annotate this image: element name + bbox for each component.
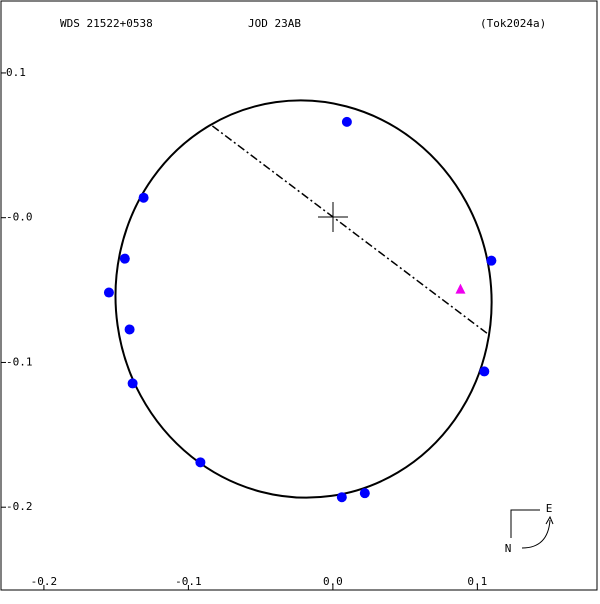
observation <box>479 366 490 377</box>
compass-axes <box>510 509 540 538</box>
extra-observation <box>455 283 466 294</box>
observation <box>336 492 347 503</box>
y-tick-label: -0.1 <box>6 355 33 368</box>
line-of-nodes <box>211 125 488 335</box>
x-tick-label: 0.1 <box>467 575 487 588</box>
compass <box>510 509 554 549</box>
x-tick-label: 0.0 <box>323 575 343 588</box>
observation <box>138 192 149 203</box>
compass-n: N <box>505 542 512 555</box>
header-id: WDS 21522+0538 <box>60 17 153 30</box>
x-tick-label: -0.1 <box>175 575 202 588</box>
observation <box>103 287 114 298</box>
observation <box>127 378 138 389</box>
header-ref: (Tok2024a) <box>480 17 546 30</box>
orbit <box>114 99 493 499</box>
y-tick-label: 0.1 <box>6 66 26 79</box>
compass-arrow <box>521 519 551 549</box>
observation <box>341 116 352 127</box>
observation <box>119 253 130 264</box>
plot-frame <box>0 0 598 591</box>
observation <box>124 324 135 335</box>
y-tick-label: -0.2 <box>6 500 33 513</box>
observation <box>195 457 206 468</box>
compass-arrowhead <box>545 515 554 525</box>
x-tick-label: -0.2 <box>31 575 58 588</box>
observation <box>486 255 497 266</box>
y-tick-label: -0.0 <box>6 211 33 224</box>
header-pair: JOD 23AB <box>248 17 301 30</box>
compass-e: E <box>546 502 553 515</box>
observation <box>359 488 370 499</box>
